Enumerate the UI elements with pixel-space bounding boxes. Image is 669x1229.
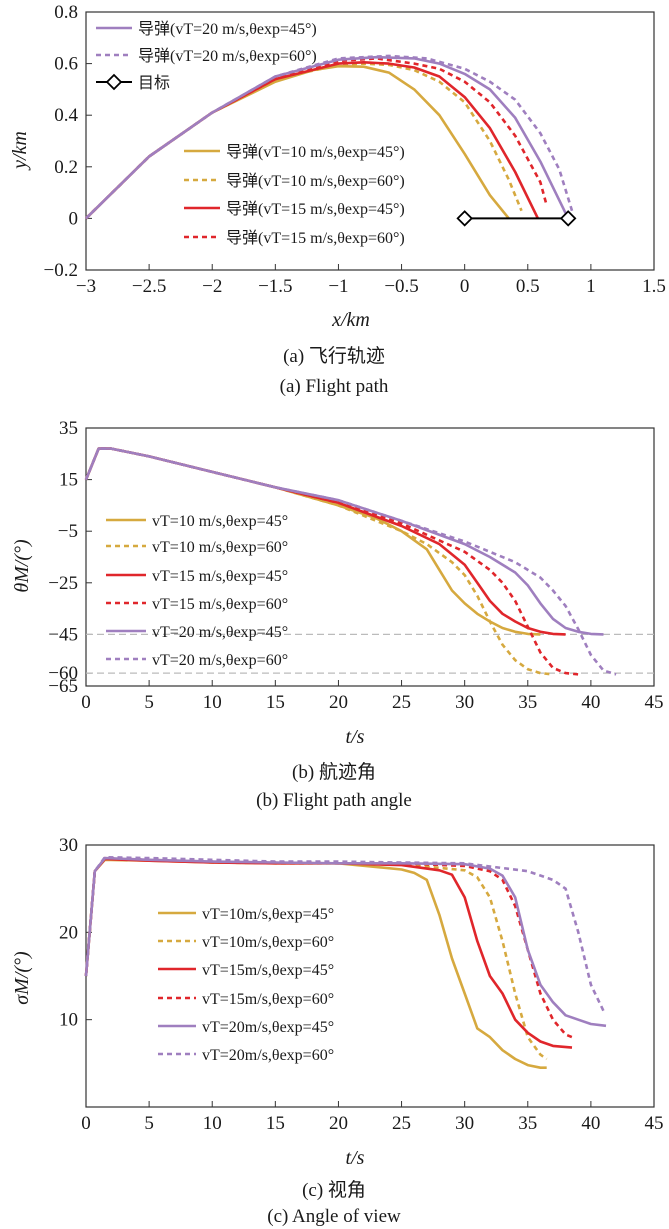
x-tick-label: 0 bbox=[81, 1113, 91, 1134]
y-tick-label: 0.4 bbox=[54, 105, 78, 126]
x-tick-label: 20 bbox=[329, 692, 348, 713]
x-tick-label: 0 bbox=[81, 692, 91, 713]
y-axis-label: θM/(°) bbox=[11, 539, 33, 593]
x-tick-label: 25 bbox=[392, 692, 411, 713]
series-line bbox=[84, 855, 606, 1013]
y-tick-label: −60 bbox=[48, 663, 78, 684]
x-tick-label: 0 bbox=[460, 276, 470, 297]
panel-angle-of-view: 0 5 10 15 20 25 30 35 40 45 30 20 10 t/s σM/(°) vT=1… bbox=[11, 835, 664, 1227]
series-line bbox=[84, 447, 617, 676]
legend-label: 目标 bbox=[138, 74, 170, 92]
legend-label: 导弹(vT=20 m/s,θexp=45°) bbox=[138, 20, 317, 38]
y-tick-label: 30 bbox=[59, 835, 78, 856]
x-tick-label: 20 bbox=[329, 1113, 348, 1134]
x-tick-label: 45 bbox=[645, 692, 664, 713]
y-tick-label: 0.2 bbox=[54, 157, 78, 178]
x-tick-label: 25 bbox=[392, 1113, 411, 1134]
caption-en: (c) Angle of view bbox=[267, 1206, 401, 1227]
legend-label: 导弹(vT=20 m/s,θexp=60°) bbox=[138, 47, 317, 65]
plot-frame bbox=[85, 844, 655, 1108]
caption-cn: (c) 视角 bbox=[302, 1179, 366, 1201]
caption-cn: (a) 飞行轨迹 bbox=[283, 345, 385, 367]
x-tick-label: −2.5 bbox=[132, 276, 166, 297]
x-tick-label: 10 bbox=[203, 692, 222, 713]
caption-en: (b) Flight path angle bbox=[256, 790, 412, 811]
x-tick-label: 1 bbox=[586, 276, 596, 297]
legend-label: vT=10 m/s,θexp=45° bbox=[152, 513, 288, 530]
legend-label: vT=15 m/s,θexp=60° bbox=[152, 596, 288, 613]
y-tick-label: 0 bbox=[69, 208, 79, 229]
caption-cn: (b) 航迹角 bbox=[292, 761, 376, 783]
legend-label: vT=20m/s,θexp=60° bbox=[202, 1047, 334, 1064]
x-tick-label: 1.5 bbox=[642, 276, 666, 297]
legend-top: 导弹(vT=20 m/s,θexp=45°) 导弹(vT=20 m/s,θexp… bbox=[96, 20, 317, 92]
x-tick-label: 30 bbox=[455, 692, 474, 713]
x-tick-label: 15 bbox=[266, 1113, 285, 1134]
y-tick-label: −45 bbox=[48, 624, 78, 645]
plot-frame bbox=[85, 11, 655, 271]
y-tick-label: 20 bbox=[59, 922, 78, 943]
x-tick-label: 35 bbox=[518, 1113, 537, 1134]
legend-label: 导弹(vT=10 m/s,θexp=45°) bbox=[226, 143, 405, 161]
legend-label: vT=20 m/s,θexp=45° bbox=[152, 624, 288, 641]
series-line bbox=[85, 54, 574, 220]
y-tick-label: −5 bbox=[58, 521, 78, 542]
legend-label: vT=15m/s,θexp=60° bbox=[202, 991, 334, 1008]
target-marker bbox=[559, 210, 577, 227]
x-tick-label: −1.5 bbox=[258, 276, 292, 297]
y-tick-label: 0.6 bbox=[54, 54, 78, 75]
legend-label: vT=10m/s,θexp=60° bbox=[202, 934, 334, 951]
plot-frame bbox=[85, 427, 655, 687]
y-tick-label: 15 bbox=[59, 470, 78, 491]
legend-label: vT=10 m/s,θexp=60° bbox=[152, 539, 288, 556]
x-axis-label: x/km bbox=[331, 309, 370, 331]
legend-label: vT=10m/s,θexp=45° bbox=[202, 906, 334, 923]
y-tick-label: 35 bbox=[59, 418, 78, 439]
legend-label: vT=15m/s,θexp=45° bbox=[202, 962, 334, 979]
x-tick-label: −2 bbox=[202, 276, 222, 297]
x-tick-label: 30 bbox=[455, 1113, 474, 1134]
y-tick-label: −25 bbox=[48, 573, 78, 594]
series-line bbox=[84, 856, 573, 1039]
series-line bbox=[84, 447, 579, 676]
panel-flight-path-angle: 0 5 10 15 20 25 30 35 40 45 35 15 −5 −25 −45 −60−65 t/s… bbox=[11, 418, 664, 811]
legend: vT=10m/s,θexp=45° vT=10m/s,θexp=60° vT=1… bbox=[158, 906, 334, 1064]
y-axis-label: σM/(°) bbox=[11, 951, 33, 1005]
x-tick-label: 10 bbox=[203, 1113, 222, 1134]
x-tick-label: 5 bbox=[144, 692, 154, 713]
x-tick-label: 15 bbox=[266, 692, 285, 713]
x-axis-label: t/s bbox=[346, 726, 365, 748]
x-tick-label: −1 bbox=[328, 276, 348, 297]
legend-label: 导弹(vT=15 m/s,θexp=60°) bbox=[226, 229, 405, 247]
x-axis-label: t/s bbox=[346, 1147, 365, 1169]
series-line bbox=[84, 857, 548, 1061]
y-tick-label: −0.2 bbox=[44, 260, 78, 281]
diamond-marker-icon bbox=[105, 73, 123, 91]
legend-label: 导弹(vT=15 m/s,θexp=45°) bbox=[226, 200, 405, 218]
x-tick-label: 0.5 bbox=[516, 276, 540, 297]
legend-label: vT=20 m/s,θexp=60° bbox=[152, 652, 288, 669]
x-tick-label: 5 bbox=[144, 1113, 154, 1134]
y-tick-label: −65 bbox=[48, 676, 78, 697]
panel-flight-path: −3 −2.5 −2 −1.5 −1 −0.5 0 0.5 1 1.5 0.8 0.6 0.4 0.2 0 −… bbox=[9, 2, 666, 397]
x-tick-label: 45 bbox=[645, 1113, 664, 1134]
x-tick-label: −3 bbox=[76, 276, 96, 297]
x-tick-label: −0.5 bbox=[384, 276, 418, 297]
legend-bottom: 导弹(vT=10 m/s,θexp=45°) 导弹(vT=10 m/s,θexp… bbox=[184, 143, 405, 247]
x-tick-label: 40 bbox=[581, 1113, 600, 1134]
x-tick-label: 40 bbox=[581, 692, 600, 713]
x-tick-label: 35 bbox=[518, 692, 537, 713]
y-tick-label: 0.8 bbox=[54, 2, 78, 23]
legend-label: 导弹(vT=10 m/s,θexp=60°) bbox=[226, 172, 405, 190]
y-axis-label: y/km bbox=[9, 131, 31, 171]
series-line bbox=[84, 856, 607, 1028]
series-line bbox=[84, 447, 604, 636]
caption-en: (a) Flight path bbox=[280, 376, 389, 397]
legend-label: vT=20m/s,θexp=45° bbox=[202, 1019, 334, 1036]
legend-label: vT=15 m/s,θexp=45° bbox=[152, 568, 288, 585]
target-marker bbox=[456, 210, 473, 227]
legend: vT=10 m/s,θexp=45° vT=10 m/s,θexp=60° vT… bbox=[106, 513, 288, 669]
y-tick-label: 10 bbox=[59, 1010, 78, 1031]
